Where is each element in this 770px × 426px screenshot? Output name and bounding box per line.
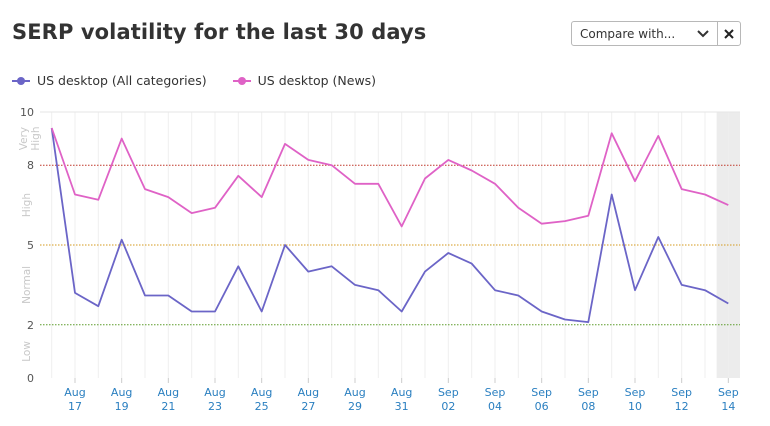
zone-label: Low	[21, 341, 33, 362]
x-tick-month: Sep	[531, 386, 552, 399]
x-tick-day: 06	[535, 400, 549, 413]
x-tick-month: Aug	[251, 386, 272, 399]
x-tick-month: Aug	[111, 386, 132, 399]
x-tick-month: Aug	[298, 386, 319, 399]
x-tick-month: Aug	[344, 386, 365, 399]
x-tick-day: 19	[115, 400, 129, 413]
legend-label-all: US desktop (All categories)	[37, 73, 207, 88]
zone-label: High	[21, 193, 33, 217]
x-tick-day: 31	[395, 400, 409, 413]
x-tick-month: Aug	[64, 386, 85, 399]
x-tick-month: Aug	[204, 386, 225, 399]
legend-swatch-all	[12, 76, 30, 85]
chevron-down-icon	[697, 27, 709, 41]
x-tick-day: 25	[255, 400, 269, 413]
y-tick-label: 8	[27, 159, 34, 172]
series-line-news	[50, 127, 729, 228]
x-tick-month: Sep	[578, 386, 599, 399]
x-tick-month: Aug	[391, 386, 412, 399]
x-tick-month: Sep	[718, 386, 739, 399]
chart-legend: US desktop (All categories) US desktop (…	[12, 73, 402, 88]
x-tick-month: Sep	[671, 386, 692, 399]
x-tick-day: 02	[441, 400, 455, 413]
x-tick-day: 29	[348, 400, 362, 413]
x-tick-day: 17	[68, 400, 82, 413]
series-line-all-categories	[50, 127, 729, 324]
close-icon	[724, 24, 734, 43]
y-tick-label: 2	[27, 319, 34, 332]
page-title: SERP volatility for the last 30 days	[12, 20, 427, 44]
x-tick-day: 10	[628, 400, 642, 413]
x-tick-month: Sep	[485, 386, 506, 399]
x-tick-month: Aug	[158, 386, 179, 399]
legend-item-news[interactable]: US desktop (News)	[232, 73, 377, 88]
x-tick-day: 14	[721, 400, 735, 413]
y-tick-label: 0	[27, 372, 34, 385]
x-tick-day: 08	[581, 400, 595, 413]
x-tick-day: 04	[488, 400, 502, 413]
compare-dropdown-label: Compare with...	[580, 26, 676, 41]
legend-swatch-news	[232, 76, 251, 85]
zone-label: High	[30, 127, 42, 151]
x-tick-day: 12	[675, 400, 689, 413]
x-tick-month: Sep	[438, 386, 459, 399]
y-tick-label: 10	[20, 106, 34, 119]
x-tick-day: 23	[208, 400, 222, 413]
x-tick-day: 21	[161, 400, 175, 413]
x-tick-month: Sep	[625, 386, 646, 399]
zone-label: Very	[18, 127, 30, 150]
y-tick-label: 5	[27, 239, 34, 252]
zone-label: Normal	[21, 266, 33, 304]
legend-item-all-categories[interactable]: US desktop (All categories)	[12, 73, 207, 88]
x-tick-day: 27	[301, 400, 315, 413]
close-compare-button[interactable]	[717, 21, 741, 46]
compare-dropdown[interactable]: Compare with...	[571, 21, 718, 46]
legend-label-news: US desktop (News)	[257, 73, 377, 88]
